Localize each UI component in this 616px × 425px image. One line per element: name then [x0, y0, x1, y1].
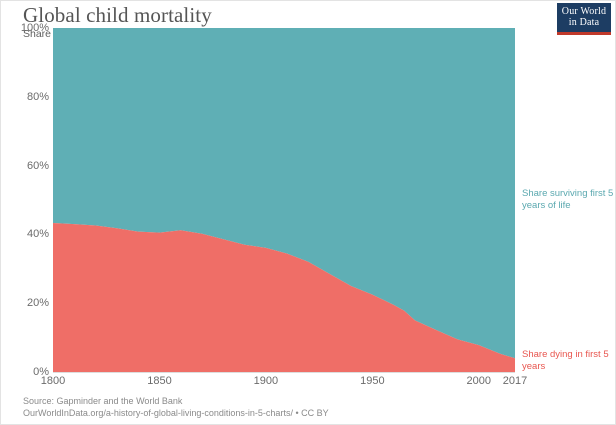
y-axis-tick: 60% [26, 159, 49, 172]
area-series-dying [53, 223, 515, 372]
plot-area [53, 28, 515, 372]
our-world-in-data-logo[interactable]: Our World in Data [557, 3, 611, 35]
page-title: Global child mortality [23, 3, 212, 27]
y-axis-tick: 0% [33, 366, 49, 378]
y-axis-tick: 40% [26, 228, 49, 241]
license-note[interactable]: OurWorldInData.org/a-history-of-global-l… [23, 408, 329, 418]
y-axis-tick: 80% [26, 90, 49, 103]
x-axis-tick: 1950 [360, 375, 385, 387]
y-axis: 0% 20% 40% 60% 80% 100% [1, 22, 49, 378]
x-axis-tick: 2000 [466, 375, 492, 387]
area-series-surviving [53, 28, 515, 359]
x-axis: 1800 1850 1900 1950 2000 2017 [41, 375, 527, 391]
stacked-area-chart [53, 28, 515, 372]
y-axis-tick: 20% [26, 297, 49, 310]
x-axis-tick: 1850 [147, 375, 172, 387]
legend-item-dying: Share dying in first 5 years [522, 349, 609, 372]
source-note: Source: Gapminder and the World Bank [23, 396, 183, 406]
x-axis-line [53, 372, 515, 373]
logo-line-2: in Data [568, 17, 600, 28]
y-axis-tick: 100% [20, 22, 49, 34]
logo-line-1: Our World [561, 6, 607, 17]
x-axis-tick: 1900 [253, 375, 279, 387]
legend-item-surviving: Share surviving first 5 years of life [522, 188, 614, 211]
footer: Source: Gapminder and the World Bank Our… [23, 395, 583, 419]
x-axis-tick: 2017 [502, 375, 528, 387]
x-axis-tick: 1800 [40, 375, 66, 387]
